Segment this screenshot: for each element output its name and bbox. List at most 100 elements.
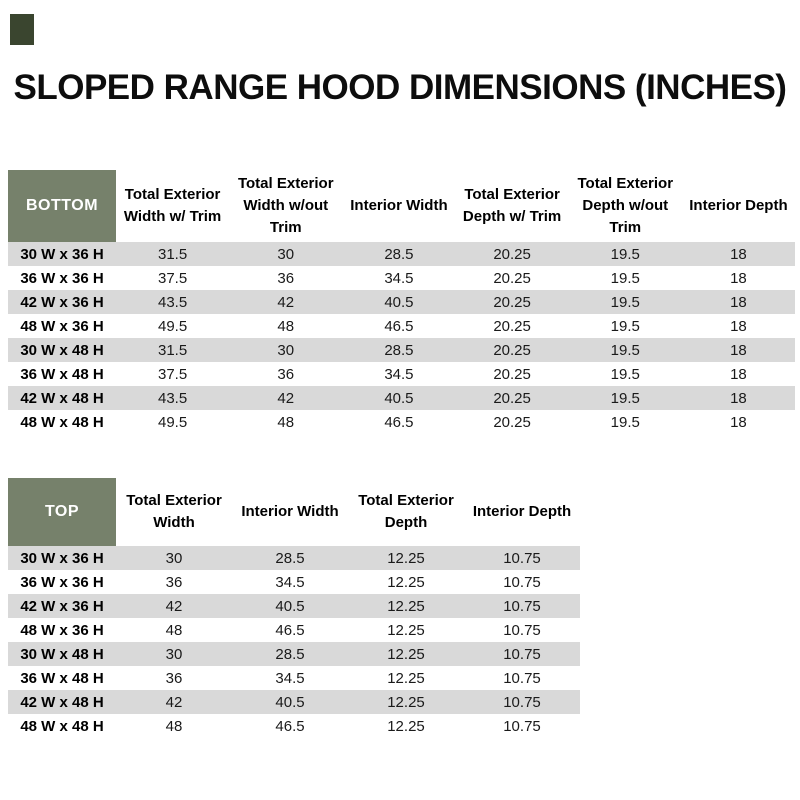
table-cell: 10.75 [503, 693, 541, 711]
table-row: 30 W x 36 H 31.5 30 28.5 20.25 19.5 18 [8, 242, 795, 266]
table-cell: 48 [165, 717, 183, 735]
size-label: 42 W x 48 H [20, 693, 104, 711]
table-cell: 18 [730, 365, 747, 383]
bottom-dimensions-table: BOTTOM Total Exterior Width w/ Trim Tota… [8, 170, 795, 434]
table-cell: 28.5 [384, 245, 414, 263]
table-cell: 46.5 [384, 317, 414, 335]
column-header-total-exterior-width-wout-trim: Total Exterior Width w/out Trim [237, 175, 334, 236]
table-cell: 28.5 [384, 341, 414, 359]
column-header-total-exterior-depth: Total Exterior Depth [358, 492, 454, 531]
bottom-header-row: BOTTOM Total Exterior Width w/ Trim Tota… [8, 170, 795, 242]
table-cell: 49.5 [157, 317, 188, 335]
page-title: SLOPED RANGE HOOD DIMENSIONS (INCHES) [13, 68, 787, 107]
table-cell: 43.5 [157, 389, 188, 407]
size-label: 48 W x 36 H [20, 621, 104, 639]
table-row: 36 W x 36 H 36 34.5 12.25 10.75 [8, 570, 580, 594]
table-cell: 36 [277, 269, 295, 287]
table-cell: 36 [165, 669, 183, 687]
table-cell: 18 [730, 317, 747, 335]
table-cell: 12.25 [387, 693, 425, 711]
table-cell: 36 [165, 573, 183, 591]
size-label: 30 W x 36 H [20, 549, 104, 567]
table-cell: 42 [165, 693, 183, 711]
table-cell: 19.5 [610, 341, 640, 359]
table-cell: 31.5 [157, 341, 188, 359]
table-cell: 12.25 [387, 717, 425, 735]
table-cell: 42 [277, 293, 295, 311]
table-row: 30 W x 48 H 30 28.5 12.25 10.75 [8, 642, 580, 666]
table-cell: 40.5 [384, 389, 414, 407]
table-cell: 48 [165, 621, 183, 639]
table-cell: 30 [165, 549, 183, 567]
size-label: 42 W x 36 H [20, 597, 104, 615]
table-cell: 37.5 [157, 365, 188, 383]
table-cell: 19.5 [610, 269, 640, 287]
table-cell: 19.5 [610, 389, 640, 407]
table-cell: 10.75 [503, 621, 541, 639]
table-cell: 20.25 [493, 293, 531, 311]
column-header-total-exterior-depth-wout-trim: Total Exterior Depth w/out Trim [577, 175, 674, 236]
column-header-total-exterior-depth-w-trim: Total Exterior Depth w/ Trim [462, 186, 562, 225]
table-row: 42 W x 48 H 43.5 42 40.5 20.25 19.5 18 [8, 386, 795, 410]
table-cell: 46.5 [275, 717, 305, 735]
table-cell: 48 [277, 317, 295, 335]
table-cell: 10.75 [503, 573, 541, 591]
table-cell: 18 [730, 269, 747, 287]
table-cell: 31.5 [157, 245, 188, 263]
table-cell: 36 [277, 365, 295, 383]
table-row: 48 W x 36 H 49.5 48 46.5 20.25 19.5 18 [8, 314, 795, 338]
table-cell: 12.25 [387, 669, 425, 687]
table-cell: 49.5 [157, 413, 188, 431]
table-cell: 28.5 [275, 645, 305, 663]
column-header-total-exterior-width: Total Exterior Width [126, 492, 222, 531]
table-cell: 12.25 [387, 597, 425, 615]
table-cell: 20.25 [493, 317, 531, 335]
table-cell: 18 [730, 413, 747, 431]
table-row: 42 W x 48 H 42 40.5 12.25 10.75 [8, 690, 580, 714]
table-cell: 18 [730, 293, 747, 311]
table-row: 30 W x 36 H 30 28.5 12.25 10.75 [8, 546, 580, 570]
table-row: 42 W x 36 H 43.5 42 40.5 20.25 19.5 18 [8, 290, 795, 314]
column-header-interior-depth: Interior Depth [472, 503, 572, 521]
column-header-interior-depth: Interior Depth [689, 197, 788, 215]
table-cell: 12.25 [387, 621, 425, 639]
table-cell: 20.25 [493, 269, 531, 287]
table-cell: 42 [165, 597, 183, 615]
size-label: 42 W x 36 H [20, 293, 104, 311]
table-cell: 34.5 [275, 573, 305, 591]
column-header-interior-width: Interior Width [350, 197, 448, 215]
table-cell: 18 [730, 341, 747, 359]
table-row: 36 W x 48 H 36 34.5 12.25 10.75 [8, 666, 580, 690]
table-cell: 40.5 [275, 693, 305, 711]
table-cell: 12.25 [387, 645, 425, 663]
table-cell: 48 [277, 413, 295, 431]
column-header-interior-width: Interior Width [241, 503, 339, 521]
table-cell: 20.25 [493, 341, 531, 359]
bottom-table-label: BOTTOM [8, 170, 116, 242]
table-cell: 46.5 [384, 413, 414, 431]
table-cell: 30 [277, 341, 295, 359]
table-cell: 10.75 [503, 645, 541, 663]
table-row: 48 W x 48 H 48 46.5 12.25 10.75 [8, 714, 580, 738]
table-row: 48 W x 36 H 48 46.5 12.25 10.75 [8, 618, 580, 642]
table-cell: 20.25 [493, 245, 531, 263]
table-cell: 18 [730, 245, 747, 263]
table-cell: 10.75 [503, 597, 541, 615]
table-cell: 34.5 [275, 669, 305, 687]
top-table-label: TOP [8, 478, 116, 546]
table-cell: 30 [277, 245, 295, 263]
size-label: 30 W x 36 H [20, 245, 104, 263]
table-cell: 19.5 [610, 245, 640, 263]
table-cell: 40.5 [384, 293, 414, 311]
top-dimensions-table: TOP Total Exterior Width Interior Width … [8, 478, 580, 738]
table-cell: 42 [277, 389, 295, 407]
size-label: 48 W x 48 H [20, 413, 104, 431]
table-cell: 10.75 [503, 717, 541, 735]
column-header-total-exterior-width-w-trim: Total Exterior Width w/ Trim [123, 186, 222, 225]
size-label: 42 W x 48 H [20, 389, 104, 407]
size-label: 36 W x 48 H [20, 365, 104, 383]
table-cell: 19.5 [610, 365, 640, 383]
table-cell: 28.5 [275, 549, 305, 567]
table-cell: 12.25 [387, 549, 425, 567]
table-row: 36 W x 36 H 37.5 36 34.5 20.25 19.5 18 [8, 266, 795, 290]
